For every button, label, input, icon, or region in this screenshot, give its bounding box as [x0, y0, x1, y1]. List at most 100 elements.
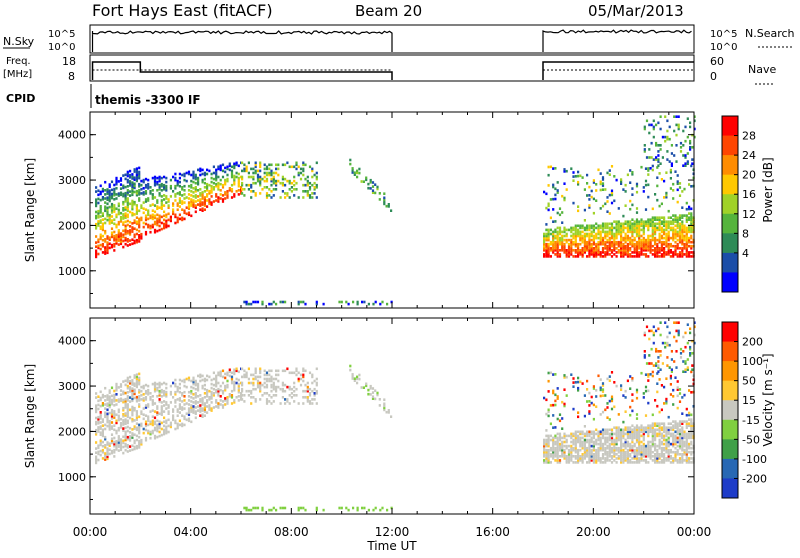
heatmap-cell [316, 368, 318, 371]
heatmap-cell [165, 201, 167, 204]
heatmap-cell [248, 184, 250, 187]
heatmap-cell [363, 301, 365, 304]
heatmap-cell [100, 454, 102, 457]
heatmap-cell [664, 115, 666, 118]
heatmap-cell [250, 168, 252, 171]
heatmap-cell [559, 443, 561, 446]
heatmap-cell [179, 379, 181, 382]
heatmap-cell [250, 196, 252, 199]
heatmap-cell [554, 435, 556, 438]
heatmap-cell [661, 220, 663, 223]
heatmap-cell [109, 243, 111, 246]
heatmap-cell [186, 180, 188, 183]
heatmap-cell [125, 237, 127, 240]
heatmap-cell [250, 382, 252, 385]
heatmap-cell [174, 383, 176, 386]
heatmap-cell [627, 426, 629, 429]
heatmap-cell [220, 395, 222, 398]
heatmap-cell [618, 220, 620, 223]
heatmap-cell [127, 391, 129, 394]
heatmap-cell [145, 198, 147, 201]
heatmap-cell [250, 184, 252, 187]
heatmap-cell [152, 209, 154, 212]
heatmap-cell [670, 449, 672, 452]
heatmap-cell [582, 431, 584, 434]
heatmap-cell [206, 193, 208, 196]
freq-label-2: [MHz] [3, 69, 32, 80]
heatmap-cell [136, 435, 138, 438]
heatmap-cell [284, 370, 286, 373]
heatmap-cell [104, 403, 106, 406]
heatmap-cell [304, 164, 306, 167]
heatmap-cell [233, 369, 235, 372]
freq-line [93, 62, 392, 80]
heatmap-cell [241, 188, 243, 191]
heatmap-cell [611, 408, 613, 411]
heatmap-cell [113, 249, 115, 252]
heatmap-cell [156, 214, 158, 217]
heatmap-cell [286, 162, 288, 165]
heatmap-cell [215, 399, 217, 402]
heatmap-cell [677, 380, 679, 383]
heatmap-cell [127, 426, 129, 429]
heatmap-cell [106, 409, 108, 412]
heatmap-cell [266, 378, 268, 381]
heatmap-cell [131, 432, 133, 435]
x-tick-label: 08:00 [274, 525, 309, 539]
heatmap-cell [136, 190, 138, 193]
heatmap-cell [120, 383, 122, 386]
heatmap-cell [631, 187, 633, 190]
heatmap-cell [118, 398, 120, 401]
heatmap-cell [270, 509, 272, 512]
heatmap-cell [165, 407, 167, 410]
heatmap-cell [213, 378, 215, 381]
heatmap-cell [163, 219, 165, 222]
heatmap-cell [572, 202, 574, 205]
heatmap-cell [113, 441, 115, 444]
heatmap-cell [663, 229, 665, 232]
heatmap-cell [604, 409, 606, 412]
heatmap-cell [302, 168, 304, 171]
heatmap-cell [577, 175, 579, 178]
heatmap-cell [545, 413, 547, 416]
heatmap-cell [204, 384, 206, 387]
heatmap-cell [174, 391, 176, 394]
colorbar-tick-label: 16 [742, 188, 756, 201]
heatmap-cell [298, 378, 300, 381]
heatmap-cell [127, 436, 129, 439]
heatmap-cell [616, 251, 618, 254]
heatmap-cell [620, 384, 622, 387]
heatmap-cell [645, 414, 647, 417]
heatmap-cell [215, 193, 217, 196]
heatmap-cell [648, 156, 650, 159]
heatmap-cell [163, 421, 165, 424]
heatmap-cell [100, 199, 102, 202]
heatmap-cell [668, 422, 670, 425]
heatmap-cell [220, 189, 222, 192]
heatmap-cell [275, 378, 277, 381]
heatmap-cell [181, 400, 183, 403]
heatmap-cell [122, 440, 124, 443]
heatmap-cell [671, 144, 673, 147]
heatmap-cell [552, 220, 554, 223]
heatmap-cell [226, 384, 228, 387]
heatmap-cell [183, 197, 185, 200]
heatmap-cell [286, 180, 288, 183]
heatmap-cell [374, 192, 376, 195]
heatmap-cell [233, 381, 235, 384]
heatmap-cell [168, 219, 170, 222]
heatmap-cell [215, 183, 217, 186]
heatmap-cell [681, 206, 683, 209]
heatmap-cell [604, 188, 606, 191]
heatmap-cell [168, 225, 170, 228]
heatmap-cell [104, 399, 106, 402]
nsky-line-segment [93, 31, 393, 52]
heatmap-cell [652, 245, 654, 248]
heatmap-cell [557, 212, 559, 215]
heatmap-cell [270, 303, 272, 306]
colorbar-segment [722, 116, 738, 136]
heatmap-cell [311, 196, 313, 199]
heatmap-cell [316, 162, 318, 165]
heatmap-cell [125, 174, 127, 177]
heatmap-cell [595, 233, 597, 236]
